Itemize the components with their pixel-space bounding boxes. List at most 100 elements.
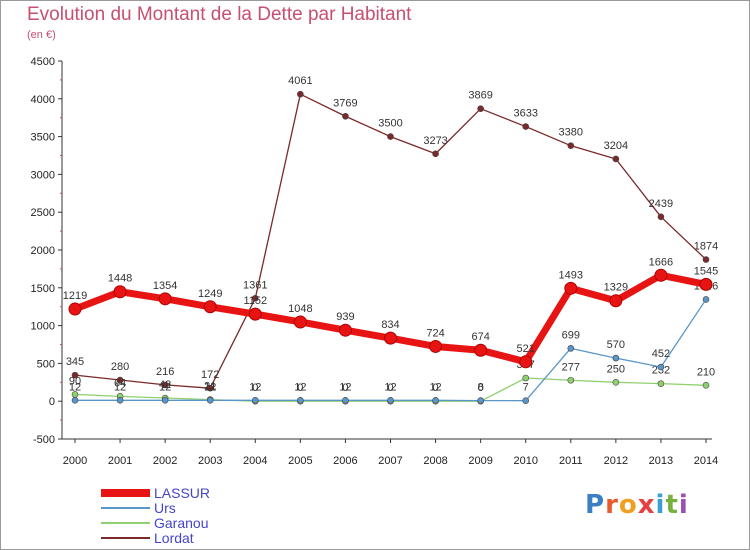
data-label-garanou: 250 <box>607 363 625 375</box>
data-point-urs <box>206 396 214 404</box>
data-label-lassur: 1219 <box>63 290 87 302</box>
logo-letter: x <box>637 490 656 520</box>
data-label-urs: 12 <box>114 381 126 393</box>
data-point-lassur <box>293 315 307 329</box>
data-label-lordat: 1874 <box>694 241 718 253</box>
data-point-garanou <box>567 376 575 384</box>
data-label-garanou: 232 <box>652 365 670 377</box>
x-tick-label: 2008 <box>423 455 447 467</box>
data-point-lassur <box>203 300 217 314</box>
data-label-garanou: 21 <box>204 381 216 393</box>
data-label-urs: 8 <box>478 382 484 394</box>
data-point-lassur <box>338 323 352 337</box>
data-point-urs <box>567 345 575 352</box>
series-lassur: 1219 1448 1354 1249 1152 1048 939 834 724 674 521 1… <box>63 256 718 369</box>
data-label-urs: 12 <box>204 381 216 393</box>
data-point-lassur <box>429 339 443 353</box>
data-label-lordat: 3204 <box>604 140 628 152</box>
legend-item-urs: Urs <box>101 500 176 516</box>
data-label-urs: 12 <box>159 381 171 393</box>
data-label-garanou: 210 <box>697 366 715 378</box>
data-label-garanou: 42 <box>159 379 171 391</box>
data-point-lassur <box>564 281 578 295</box>
data-label-lassur: 724 <box>426 327 444 339</box>
data-point-garanou <box>657 380 665 387</box>
data-label-urs: 452 <box>652 348 670 360</box>
x-tick-label: 2002 <box>153 455 177 467</box>
data-point-urs <box>342 396 349 404</box>
y-tick-label: 4500 <box>31 56 55 68</box>
data-label-lordat: 3769 <box>333 97 357 109</box>
data-point-lordat <box>342 112 349 120</box>
data-point-urs <box>612 354 620 362</box>
data-label-lordat: 216 <box>156 366 174 378</box>
data-point-lordat <box>116 376 124 384</box>
data-point-lordat <box>161 381 169 389</box>
data-point-urs <box>387 396 394 404</box>
legend-label: Lordat <box>154 530 194 546</box>
y-tick-label: 2500 <box>31 207 55 219</box>
y-tick-label: 2000 <box>31 245 55 257</box>
data-point-urs <box>161 396 169 404</box>
x-tick-label: 2007 <box>378 455 402 467</box>
y-tick-label: 4000 <box>31 94 55 106</box>
x-tick-label: 2012 <box>604 455 628 467</box>
data-label-urs: 12 <box>429 381 441 393</box>
y-tick-label: 3000 <box>31 169 55 181</box>
data-point-lordat <box>387 133 394 140</box>
data-label-lassur: 521 <box>517 343 535 355</box>
y-tick-label: 1500 <box>31 283 55 295</box>
data-label-urs: 699 <box>562 329 580 341</box>
data-label-garanou: 64 <box>114 377 126 389</box>
logo-letter: o <box>618 490 638 520</box>
legend-label: Urs <box>154 500 176 516</box>
data-point-urs <box>432 396 439 404</box>
data-point-urs <box>116 396 124 404</box>
data-point-lassur <box>158 292 172 306</box>
data-point-lordat <box>71 371 79 379</box>
data-label-garanou: 0 <box>387 382 393 394</box>
data-point-lordat <box>206 384 214 392</box>
data-label-garanou: 277 <box>562 361 580 373</box>
logo-letter: P <box>585 490 606 520</box>
series-layer: 345 280 216 172 1361 4061 3769 3500 3273 3869 3633… <box>63 75 718 405</box>
data-label-urs: 12 <box>69 381 81 393</box>
data-label-lassur: 1493 <box>559 269 583 281</box>
x-tick-label: 2009 <box>468 455 492 467</box>
data-label-lassur: 1448 <box>108 273 132 285</box>
logo-letter: i <box>678 490 689 520</box>
legend-label: LASSUR <box>154 485 210 501</box>
data-label-lassur: 1329 <box>604 282 628 294</box>
data-point-lordat <box>522 123 530 130</box>
data-point-lordat <box>251 295 259 302</box>
data-label-lordat: 280 <box>111 361 129 373</box>
y-tick-label: 3500 <box>31 132 55 144</box>
x-tick-label: 2011 <box>559 455 583 467</box>
data-label-urs: 12 <box>249 381 261 393</box>
data-point-lassur <box>113 285 127 299</box>
data-point-lordat <box>702 256 710 263</box>
data-point-lordat <box>657 213 665 221</box>
data-label-garanou: 0 <box>433 382 439 394</box>
data-label-lordat: 345 <box>66 356 84 368</box>
data-point-lordat <box>567 142 575 149</box>
x-tick-label: 2010 <box>513 455 537 467</box>
data-point-lassur <box>699 277 713 291</box>
data-point-urs <box>657 363 665 371</box>
x-tick-label: 2006 <box>333 455 357 467</box>
series-lordat: 345 280 216 172 1361 4061 3769 3500 3273 3869 3633… <box>66 75 718 392</box>
data-label-garanou: 0 <box>252 382 258 394</box>
data-label-lassur: 1545 <box>694 265 718 277</box>
x-tick-label: 2005 <box>288 455 312 467</box>
data-point-lassur <box>384 331 397 345</box>
data-label-lordat: 2439 <box>649 198 673 210</box>
data-label-urs: 570 <box>607 339 625 351</box>
data-label-lordat: 3869 <box>468 90 492 102</box>
x-tick-label: 2001 <box>108 455 132 467</box>
data-point-urs <box>477 397 484 404</box>
data-label-lassur: 674 <box>471 331 489 343</box>
data-point-urs <box>251 396 259 404</box>
logo-letter: t <box>665 490 679 520</box>
